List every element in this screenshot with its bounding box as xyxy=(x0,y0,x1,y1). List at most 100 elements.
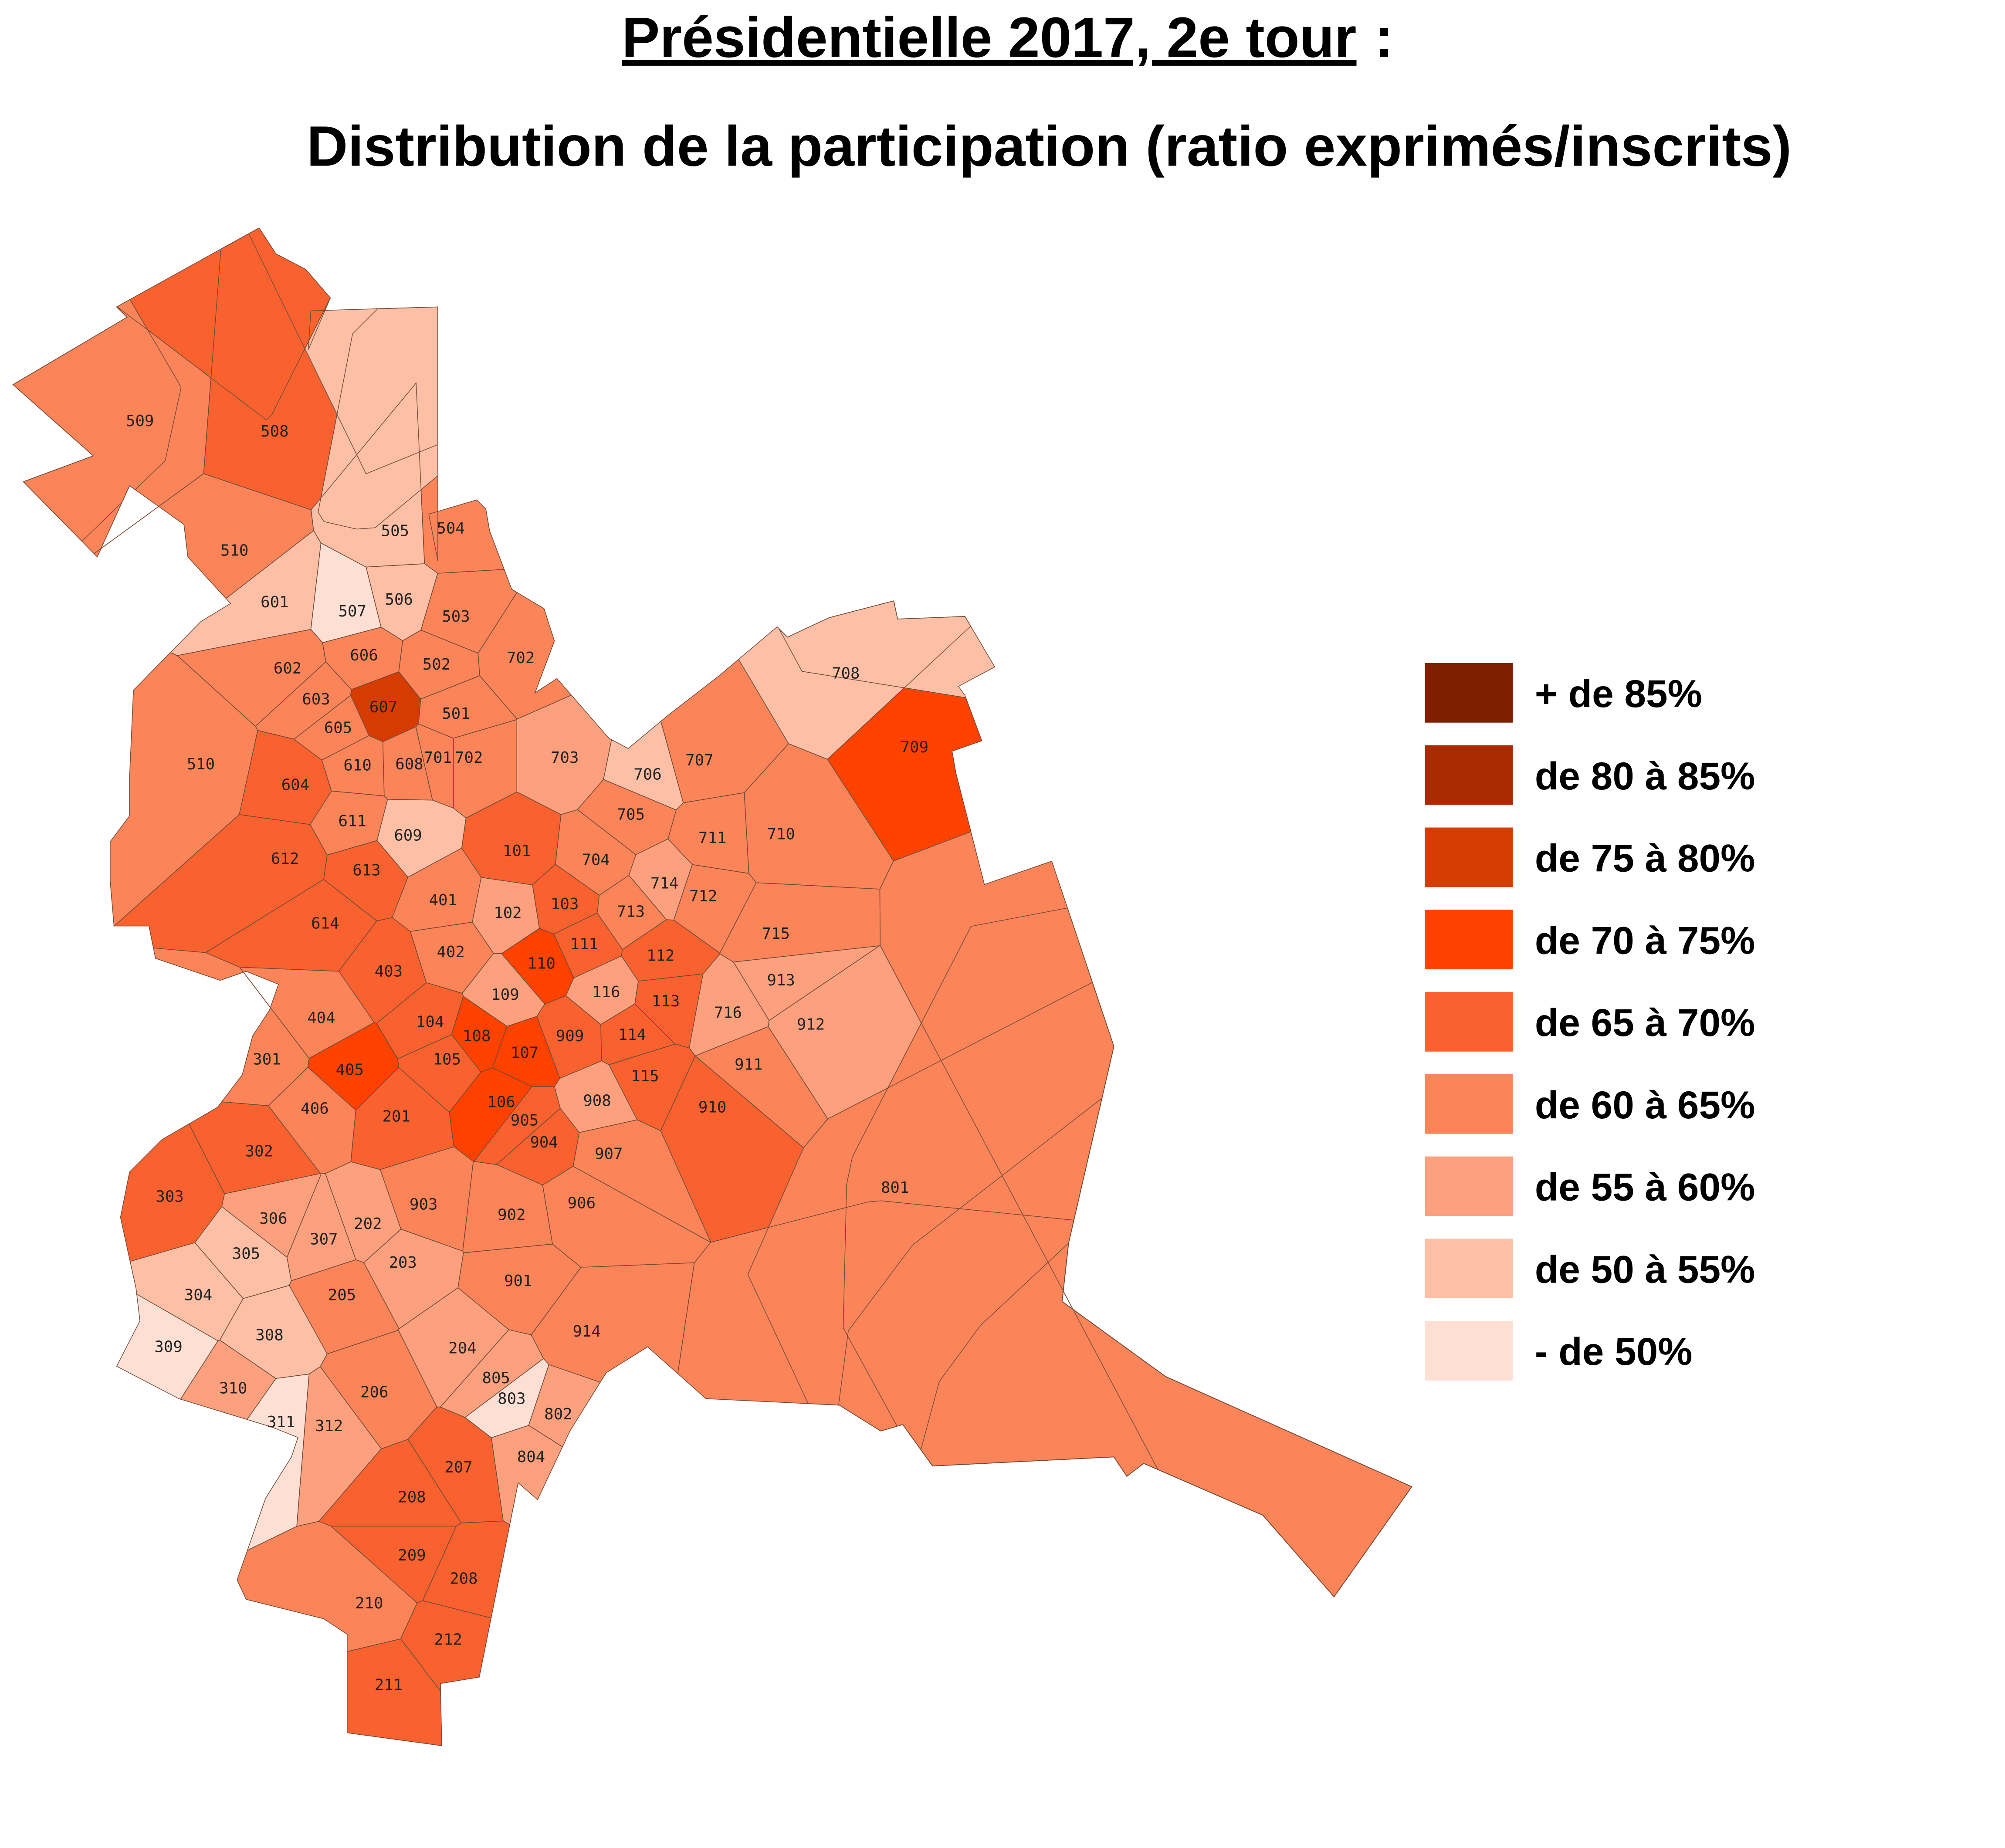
region-label: 305 xyxy=(232,1245,260,1262)
region-label: 508 xyxy=(261,423,288,440)
legend-swatch xyxy=(1425,663,1513,723)
region-labels: 509 508 505 504 510 601 507 506 503 702 606 602 502 6… xyxy=(126,412,928,1694)
region-label: 802 xyxy=(544,1405,572,1423)
region-label: 509 xyxy=(126,412,154,430)
region-label: 704 xyxy=(582,851,610,869)
legend-swatch xyxy=(1425,745,1513,805)
region-label: 113 xyxy=(652,992,680,1010)
region-label: 209 xyxy=(398,1547,426,1564)
region-label: 606 xyxy=(350,646,378,664)
region-label: 109 xyxy=(491,986,519,1004)
legend-swatch xyxy=(1425,1074,1513,1134)
region-label: 306 xyxy=(259,1210,287,1228)
region-label: 604 xyxy=(281,776,309,794)
region-label: 903 xyxy=(410,1195,437,1213)
region-label: 612 xyxy=(271,850,299,868)
region-label: 904 xyxy=(530,1134,558,1151)
region-label: 302 xyxy=(245,1143,273,1161)
subtitle: Distribution de la participation (ratio … xyxy=(307,115,1792,178)
region-label: 510 xyxy=(220,542,248,559)
region-label: 503 xyxy=(442,608,470,626)
region-label: 312 xyxy=(315,1417,343,1435)
region-label: 713 xyxy=(617,903,645,921)
region-label: 505 xyxy=(381,522,409,540)
region-label: 208 xyxy=(398,1488,426,1506)
region-label: 111 xyxy=(570,935,598,953)
region-label: 207 xyxy=(444,1459,472,1476)
region-label: 106 xyxy=(487,1093,515,1111)
legend-label: de 75 à 80% xyxy=(1535,836,1755,880)
region-label: 112 xyxy=(647,947,674,965)
region-label: 803 xyxy=(498,1390,525,1408)
region-label: 906 xyxy=(568,1195,596,1212)
region-label: 909 xyxy=(556,1027,584,1045)
title: Présidentielle 2017, 2e tour: xyxy=(622,6,1394,69)
region-border xyxy=(318,306,438,530)
region-label: 304 xyxy=(184,1286,212,1304)
region-label: 716 xyxy=(714,1004,742,1022)
region-label: 715 xyxy=(762,925,790,943)
region-label: 102 xyxy=(494,904,522,922)
legend-label: de 80 à 85% xyxy=(1535,754,1755,798)
region-label: 510 xyxy=(187,755,215,773)
region-label: 211 xyxy=(375,1676,403,1694)
region-border xyxy=(347,1638,442,1746)
region-label: 707 xyxy=(685,751,713,769)
region-label: 206 xyxy=(360,1384,388,1401)
region-label: 701 xyxy=(424,749,452,767)
region-label: 203 xyxy=(389,1254,417,1272)
region-label: 714 xyxy=(650,874,678,892)
region-label: 902 xyxy=(498,1206,525,1224)
region-label: 907 xyxy=(595,1145,623,1163)
region-label: 611 xyxy=(339,812,366,830)
legend: + de 85% de 80 à 85% de 75 à 80% de 70 à 75… xyxy=(1425,663,1755,1381)
region-label: 605 xyxy=(324,719,352,737)
region-label: 905 xyxy=(511,1111,539,1129)
region xyxy=(843,907,1412,1598)
region-label: 307 xyxy=(310,1231,338,1249)
legend-swatch xyxy=(1425,1156,1513,1216)
region-label: 105 xyxy=(433,1051,461,1069)
region-label: 602 xyxy=(274,660,301,677)
region-label: 101 xyxy=(503,842,531,860)
legend-label: de 55 à 60% xyxy=(1535,1165,1755,1209)
legend-label: de 70 à 75% xyxy=(1535,918,1755,962)
region-label: 601 xyxy=(261,593,288,611)
region-label: 702 xyxy=(507,649,535,667)
legend-label: de 65 à 70% xyxy=(1535,1001,1755,1044)
legend-label: de 50 à 55% xyxy=(1535,1247,1755,1291)
region-label: 210 xyxy=(355,1594,383,1612)
region-label: 610 xyxy=(343,757,371,775)
region-label: 712 xyxy=(689,887,717,905)
region-label: 910 xyxy=(698,1099,726,1117)
legend-swatch xyxy=(1425,910,1513,970)
legend-label: + de 85% xyxy=(1535,672,1702,715)
region-label: 711 xyxy=(698,829,726,847)
region-label: 901 xyxy=(504,1272,532,1290)
region-label: 116 xyxy=(592,983,620,1001)
region-label: 607 xyxy=(369,698,397,716)
region-label: 405 xyxy=(336,1061,364,1079)
region-label: 107 xyxy=(511,1044,539,1062)
legend-swatch xyxy=(1425,1321,1513,1381)
region-label: 103 xyxy=(551,895,579,913)
legend-swatch xyxy=(1425,992,1513,1052)
title-colon: : xyxy=(1375,6,1394,69)
region-label: 402 xyxy=(437,943,464,961)
region-label: 110 xyxy=(528,955,555,973)
region-label: 914 xyxy=(573,1323,601,1340)
region-label: 201 xyxy=(383,1107,410,1125)
region-label: 504 xyxy=(437,520,464,538)
region-border xyxy=(93,473,314,599)
region-label: 912 xyxy=(797,1015,825,1033)
region-label: 911 xyxy=(735,1056,762,1073)
legend-label: de 60 à 65% xyxy=(1535,1083,1755,1127)
region-label: 303 xyxy=(156,1188,183,1206)
region-border xyxy=(843,907,1412,1598)
region-label: 614 xyxy=(311,914,339,932)
region-label: 804 xyxy=(517,1448,545,1466)
region-label: 709 xyxy=(901,738,928,756)
region-label: 104 xyxy=(416,1013,444,1031)
